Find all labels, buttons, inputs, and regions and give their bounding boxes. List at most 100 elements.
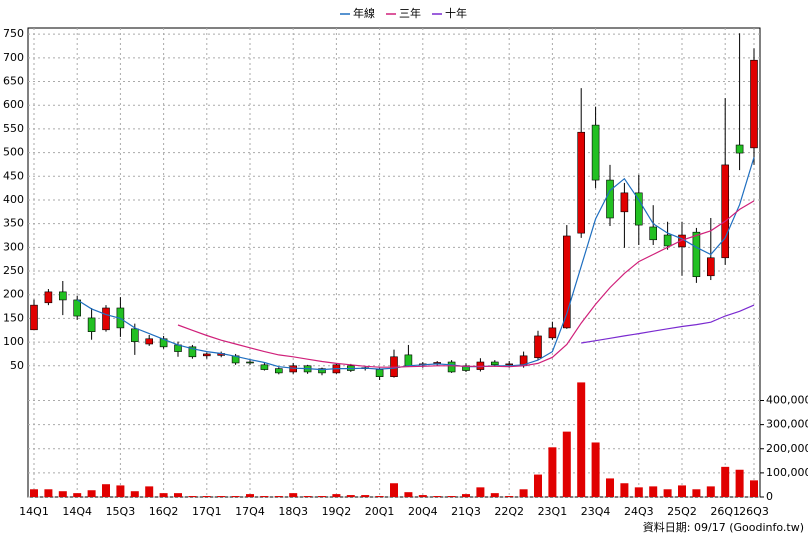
candle-body — [274, 368, 283, 374]
x-tick-label: 16Q2 — [149, 505, 179, 518]
x-tick-label: 18Q3 — [278, 505, 308, 518]
y-tick-label: 200 — [3, 288, 24, 301]
volume-bar — [332, 494, 341, 497]
candle-body — [692, 231, 701, 278]
candle-body — [706, 257, 715, 277]
x-tick-label: 15Q3 — [106, 505, 136, 518]
y2-tick-label: 0 — [766, 490, 773, 503]
volume-bar — [418, 495, 427, 497]
ma-line — [177, 200, 755, 368]
volume-bar — [102, 484, 110, 497]
volume-bar — [476, 487, 485, 497]
y-tick-label: 400 — [3, 193, 24, 206]
x-tick-label: 17Q4 — [235, 505, 265, 518]
ma-line — [76, 157, 755, 371]
candle-body — [203, 353, 211, 357]
volume-bar — [361, 495, 370, 497]
volume-bar — [620, 483, 629, 497]
y2-tick-label: 400,000 — [766, 394, 808, 407]
candle-body — [663, 234, 672, 247]
candle-body — [490, 361, 499, 366]
y-tick-label: 350 — [3, 217, 24, 230]
candle-body — [246, 361, 254, 364]
candle-body — [649, 226, 658, 241]
candle-body — [44, 291, 53, 304]
candle-body — [620, 192, 629, 213]
candle-body — [188, 346, 197, 358]
candle-body — [30, 304, 38, 331]
candle-body — [87, 317, 96, 332]
candle-body — [260, 364, 269, 370]
volume-bar — [145, 486, 154, 497]
ma-line — [581, 304, 755, 344]
candle-body — [534, 335, 542, 359]
volume-bar — [634, 487, 643, 497]
y-tick-label: 650 — [3, 75, 24, 88]
y-tick-label: 50 — [10, 359, 24, 372]
volume-bar — [159, 493, 168, 497]
volume-bar — [44, 489, 53, 497]
volume-bar — [404, 492, 413, 497]
candle-body — [591, 124, 600, 181]
x-tick-label: 23Q4 — [581, 505, 611, 518]
volume-bar — [433, 496, 442, 497]
volume-bar — [462, 494, 470, 497]
x-tick-label: 26Q3 — [739, 505, 769, 518]
x-tick-label: 21Q3 — [451, 505, 481, 518]
plot-border — [27, 27, 761, 498]
y2-tick-label: 200,000 — [766, 442, 808, 455]
volume-bar — [73, 493, 82, 497]
candle-body — [318, 368, 326, 374]
y2-tick-label: 300,000 — [766, 418, 808, 431]
volume-bar — [490, 493, 499, 497]
volume-bar — [274, 496, 283, 497]
volume-bar — [548, 447, 557, 497]
candle-body — [404, 354, 413, 367]
y2-tick-label: 100,000 — [766, 466, 808, 479]
candle-body — [102, 307, 110, 331]
volume-bar — [692, 489, 701, 497]
candle-body — [548, 327, 557, 339]
volume-bar — [606, 478, 614, 497]
y-tick-label: 700 — [3, 51, 24, 64]
candle-body — [735, 144, 744, 154]
volume-bar — [217, 496, 226, 497]
y-tick-label: 450 — [3, 169, 24, 182]
y-tick-label: 550 — [3, 122, 24, 135]
y-tick-label: 600 — [3, 98, 24, 111]
volume-bar — [231, 496, 240, 497]
candle-body — [562, 235, 571, 329]
candle-body — [721, 164, 730, 259]
volume-bar — [58, 491, 67, 497]
volume-bar — [649, 486, 658, 497]
x-tick-label: 24Q3 — [624, 505, 654, 518]
legend-label: 年線 — [353, 6, 375, 20]
volume-bar — [721, 466, 730, 497]
x-tick-label: 14Q4 — [62, 505, 92, 518]
volume-bar — [447, 496, 456, 497]
volume-bar — [202, 496, 211, 497]
x-tick-label: 22Q2 — [494, 505, 524, 518]
candle-body — [58, 291, 67, 301]
candle-body — [145, 338, 153, 345]
volume-bar — [318, 496, 326, 497]
candle-body — [375, 369, 384, 377]
volume-bar — [188, 496, 197, 497]
volume-bar — [519, 489, 528, 497]
legend-label: 十年 — [445, 6, 467, 20]
y-tick-label: 500 — [3, 146, 24, 159]
volume-bar — [706, 486, 715, 497]
footer: 資料日期: 09/17 (Goodinfo.tw) — [643, 520, 804, 534]
volume-bar — [505, 496, 514, 497]
volume-bar — [534, 474, 542, 497]
volume-bar — [375, 496, 384, 497]
volume-bar — [289, 493, 298, 497]
volume-bar — [678, 485, 686, 497]
x-tick-label: 20Q4 — [408, 505, 438, 518]
x-tick-label: 17Q1 — [192, 505, 222, 518]
candle-body — [634, 192, 643, 226]
volume-bar — [30, 489, 38, 497]
x-tick-label: 25Q2 — [667, 505, 697, 518]
candle-body — [577, 131, 586, 234]
volume-bar — [562, 431, 571, 497]
